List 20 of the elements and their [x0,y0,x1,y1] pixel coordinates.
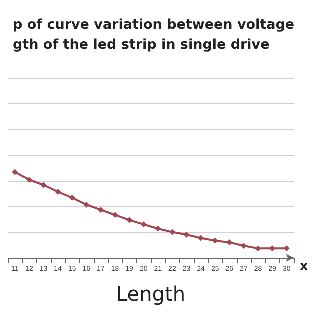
point [12,169,18,176]
point [112,212,118,218]
point [184,232,190,238]
point [198,235,204,242]
point [240,243,247,249]
point [212,238,218,244]
point [40,182,47,188]
point [55,189,62,195]
point [84,202,90,208]
text: x [300,259,308,273]
point [98,207,104,213]
chart-title: p of curve variation between voltage gth of the led strip in single drive [13,17,295,53]
point [140,222,147,228]
point [69,195,76,201]
x-axis-title: Length [116,282,186,306]
point [126,217,133,224]
point [169,229,176,236]
point [226,240,233,246]
point [155,226,162,232]
point [26,177,32,183]
